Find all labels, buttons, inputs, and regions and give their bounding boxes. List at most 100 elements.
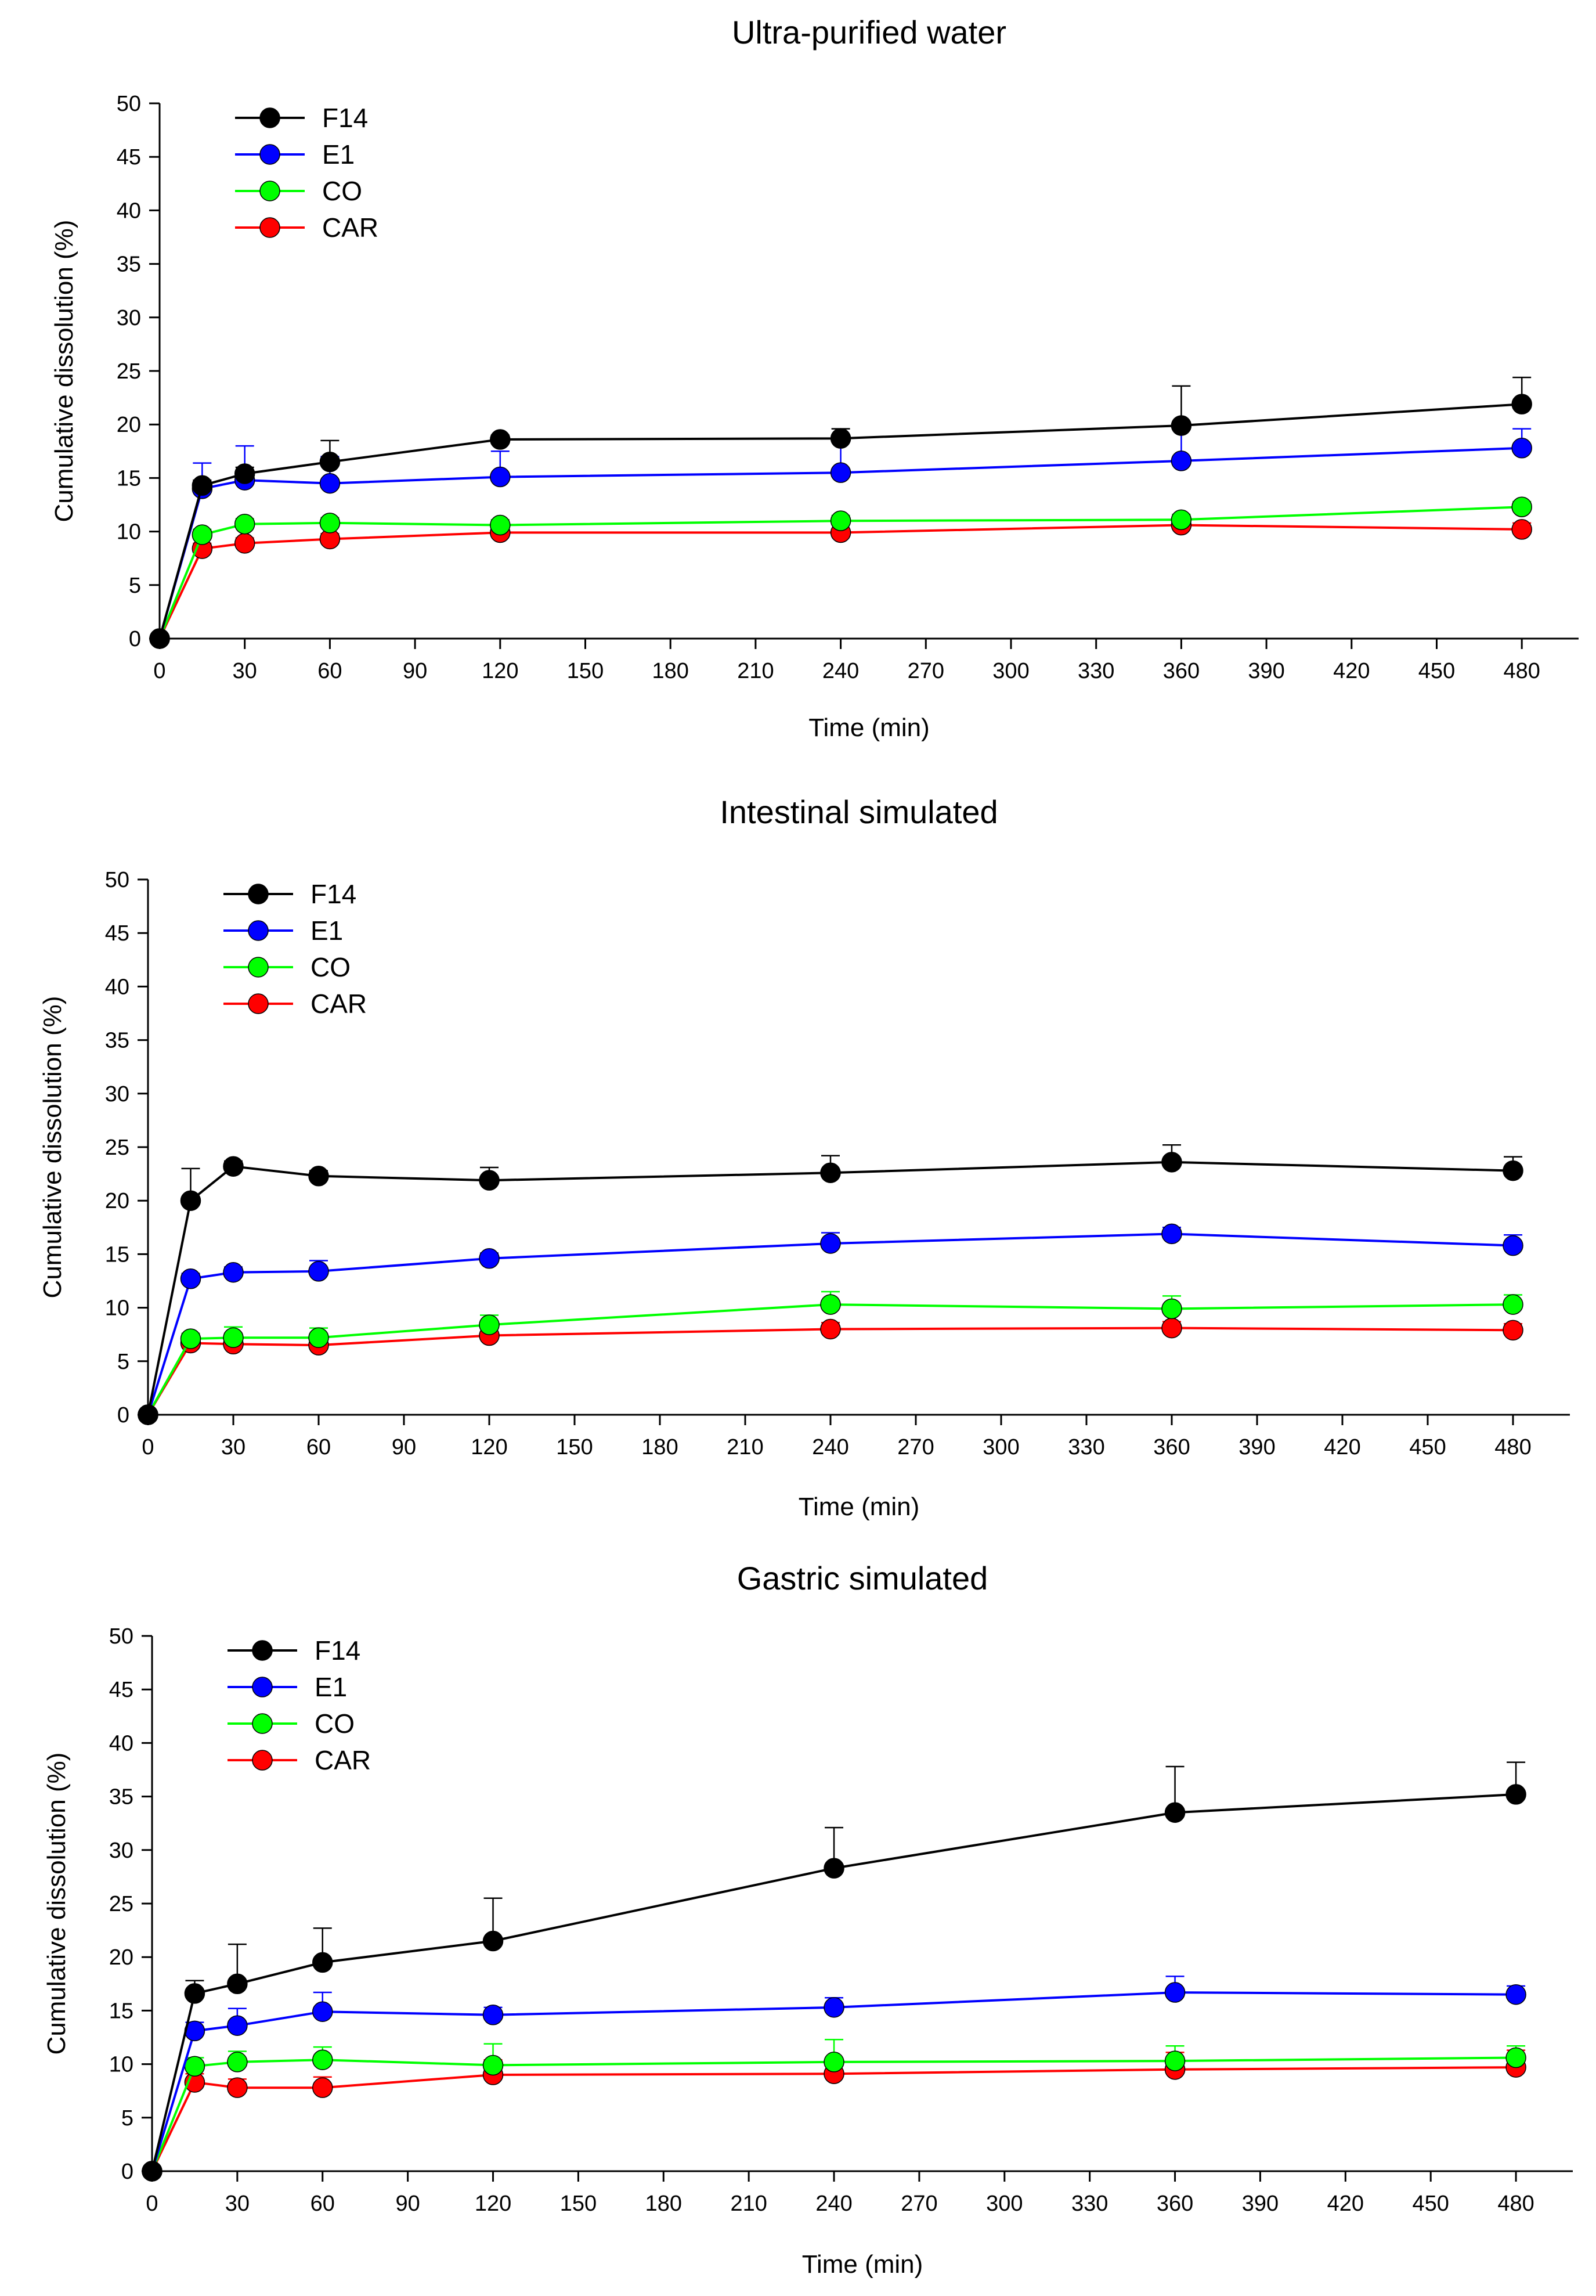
data-point [180, 1268, 201, 1289]
legend: F14 E1 CO CAR [235, 103, 378, 243]
x-tick-label: 330 [1068, 1435, 1104, 1459]
data-point [184, 2056, 205, 2077]
data-point [308, 1327, 329, 1348]
data-point [308, 1166, 329, 1187]
y-tick-label: 0 [129, 627, 141, 651]
series-co [149, 496, 1532, 649]
x-tick-label: 300 [983, 1435, 1019, 1459]
data-point [234, 513, 255, 535]
y-tick-label: 25 [117, 359, 141, 384]
x-tick-label: 60 [317, 659, 342, 683]
y-tick-label: 40 [105, 975, 129, 999]
data-point [824, 1997, 844, 2018]
data-point [482, 2054, 504, 2076]
x-tick-label: 0 [146, 2192, 158, 2216]
x-tick-label: 180 [645, 2192, 682, 2216]
legend-marker [259, 181, 280, 201]
data-point [479, 1248, 500, 1269]
data-point [319, 473, 341, 494]
y-tick-label: 30 [109, 1839, 133, 1863]
x-tick-label: 420 [1333, 659, 1370, 683]
x-tick-label: 60 [306, 1435, 331, 1459]
data-point [312, 2049, 333, 2070]
x-tick-label: 270 [897, 1435, 934, 1459]
x-tick-label: 210 [730, 2192, 767, 2216]
x-tick-label: 330 [1078, 659, 1114, 683]
x-tick-label: 0 [142, 1435, 154, 1459]
data-point [1164, 1982, 1186, 2003]
x-tick-label: 300 [986, 2192, 1023, 2216]
chart-panel-2: Intestinal simulated 0 5 10 15 20 25 30 35 40 45 50… [38, 794, 1570, 1521]
x-tick-label: 390 [1248, 659, 1284, 683]
y-tick-label: 30 [105, 1082, 129, 1106]
data-point [490, 429, 511, 450]
y-tick-label: 25 [109, 1892, 133, 1916]
y-tick-label: 5 [121, 2106, 133, 2131]
legend-marker [252, 1640, 273, 1661]
data-point [1505, 2047, 1526, 2068]
data-point [1171, 509, 1192, 531]
legend-label: E1 [310, 915, 343, 946]
legend-label: CAR [310, 989, 367, 1019]
data-point [1171, 450, 1192, 471]
data-point [482, 2005, 504, 2025]
data-point [830, 428, 851, 449]
data-point [180, 1190, 201, 1211]
legend-marker [259, 144, 280, 165]
x-tick-label: 30 [233, 659, 257, 683]
data-point [824, 1858, 844, 1879]
legend: F14 E1 CO CAR [223, 879, 367, 1019]
y-axis-label: Cumulative dissolution (%) [50, 220, 78, 522]
y-tick-label: 0 [121, 2160, 133, 2184]
y-tick-label: 0 [117, 1403, 129, 1428]
x-tick-label: 480 [1497, 2192, 1534, 2216]
y-tick-label: 15 [109, 1999, 133, 2023]
legend-label: CAR [322, 212, 378, 243]
y-tick-label: 10 [117, 520, 141, 545]
series-f14 [138, 1144, 1523, 1425]
x-tick-label: 420 [1324, 1435, 1360, 1459]
data-point [223, 1156, 244, 1177]
x-tick-label: 30 [225, 2192, 250, 2216]
series-line [147, 1160, 1514, 1415]
x-tick-label: 210 [727, 1435, 763, 1459]
x-tick-label: 180 [652, 659, 688, 683]
legend-label: CAR [315, 1745, 371, 1775]
y-tick-label: 10 [105, 1296, 129, 1321]
y-tick-label: 50 [105, 868, 129, 892]
x-tick-label: 240 [822, 659, 859, 683]
data-point [1503, 1294, 1523, 1315]
y-tick-label: 50 [109, 1624, 133, 1649]
data-point [1505, 1984, 1526, 2005]
series-line [147, 1327, 1514, 1416]
data-point [227, 2015, 248, 2036]
data-point [1505, 1784, 1526, 1805]
y-tick-label: 5 [117, 1350, 129, 1374]
data-point [223, 1327, 244, 1348]
x-tick-label: 240 [815, 2192, 852, 2216]
x-tick-label: 360 [1163, 659, 1200, 683]
x-tick-label: 150 [556, 1435, 593, 1459]
series-car [149, 514, 1532, 649]
data-point [820, 1318, 841, 1340]
data-point [1511, 519, 1532, 540]
data-point [482, 1930, 504, 1952]
data-point [820, 1162, 841, 1184]
y-tick-label: 50 [117, 92, 141, 116]
x-tick-label: 450 [1412, 2192, 1449, 2216]
x-tick-label: 270 [908, 659, 944, 683]
legend-label: E1 [322, 139, 355, 170]
y-axis-label: Cumulative dissolution (%) [38, 996, 67, 1299]
legend-label: F14 [310, 879, 356, 909]
y-tick-label: 20 [109, 1945, 133, 1970]
data-point [490, 466, 511, 488]
legend-marker [248, 993, 269, 1014]
data-point [1161, 1298, 1182, 1320]
data-point [1503, 1160, 1523, 1181]
data-point [1161, 1317, 1182, 1339]
chart-title: Gastric simulated [737, 1560, 988, 1596]
x-tick-label: 480 [1503, 659, 1540, 683]
y-tick-label: 35 [105, 1029, 129, 1053]
y-tick-label: 45 [117, 145, 141, 170]
y-tick-label: 20 [117, 413, 141, 437]
